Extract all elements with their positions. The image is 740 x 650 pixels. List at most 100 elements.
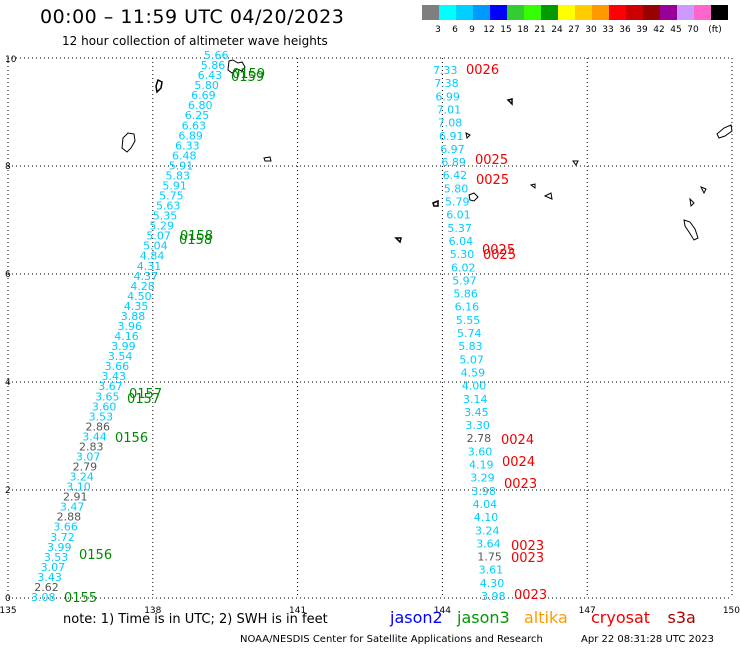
wave-height-value: 3.10 [66,481,91,494]
wave-height-value: 4.10 [474,511,499,524]
island-coastline [227,59,246,74]
track-time-label: 0025 [483,248,516,263]
wave-height-value: 4.59 [461,366,486,379]
color-scale-label: 36 [619,25,631,35]
wave-height-value: 5.83 [458,340,483,353]
wave-height-value: 6.02 [451,261,476,274]
island-coastline [465,132,471,140]
wave-height-value: 3.53 [89,410,114,423]
wave-height-value: 3.99 [47,541,72,554]
track-time-label: 0155 [64,591,97,606]
wave-height-value: 3.43 [37,571,62,584]
lat-lon-grid [7,57,733,599]
wave-height-value: 5.75 [159,190,184,203]
wave-height-value: 5.91 [169,159,194,172]
wave-height-value: 5.07 [459,353,484,366]
color-scale-label: 12 [483,25,495,35]
color-scale-label: 70 [687,25,699,35]
island-coastline [432,199,439,207]
latitude-label: 8 [5,162,11,172]
wave-height-value: 7.01 [437,103,462,116]
wave-height-value: 5.79 [445,196,470,209]
latitude-label: 2 [5,486,11,496]
wave-height-value: 5.07 [146,230,171,243]
island-coastline [263,156,272,162]
color-scale-swatch [694,5,711,20]
color-scale-unit: (ft) [708,25,722,35]
island-coastline [529,183,536,189]
track-time-label: 0158 [179,233,212,248]
wave-height-value: 5.80 [194,79,219,92]
island-coastline [716,124,733,139]
wave-height-value: 6.42 [443,169,468,182]
color-scale-swatch [541,5,558,20]
wave-height-value: 6.33 [175,139,200,152]
track-time-label: 0157 [127,392,160,407]
color-scale-swatch [473,5,490,20]
island-coastline [155,78,163,94]
color-scale-swatch [439,5,456,20]
wave-height-value: 5.63 [156,200,181,213]
wave-height-value: 2.91 [63,491,87,504]
generation-timestamp: Apr 22 08:31:28 UTC 2023 [581,634,714,645]
wave-height-value: 3.64 [476,537,501,550]
longitude-label: 150 [723,606,740,616]
wave-height-value: 4.50 [127,290,152,303]
color-scale-label: 45 [670,25,682,35]
wave-height-value: 3.07 [76,450,101,463]
color-scale-swatch [711,5,728,20]
wave-height-value: 4.37 [134,270,159,283]
color-scale-swatch [592,5,609,20]
longitude-label: 144 [434,606,451,616]
color-scale-swatch [609,5,626,20]
wave-height-value: 3.60 [92,400,117,413]
color-scale-label: 15 [500,25,512,35]
longitude-label: 138 [144,606,161,616]
latitude-label: 6 [5,270,11,280]
track-time-label: 0023 [514,588,547,603]
wave-height-value: 4.16 [114,330,139,343]
color-scale-label: 30 [585,25,597,35]
wave-height-value: 7.38 [434,77,459,90]
wave-height-value: 3.24 [475,524,500,537]
island-coastline [543,192,553,200]
wave-height-value: 5.29 [150,220,175,233]
color-scale-label: 6 [452,25,458,35]
wave-height-value: 6.91 [439,130,464,143]
wave-height-value: 2.83 [79,440,104,453]
wave-height-value: 3.60 [468,445,493,458]
track-time-label: 0023 [504,477,537,492]
wave-height-value: 3.98 [471,485,496,498]
wave-height-value: 5.30 [450,248,475,261]
wave-height-value: 3.14 [463,393,488,406]
track-time-label: 0025 [482,243,515,258]
wave-height-value: 4.84 [140,250,165,263]
wave-height-value: 3.54 [108,350,133,363]
wave-height-value: 6.99 [435,90,460,103]
satellite-name: jason3 [457,608,510,627]
track-time-label: 0024 [501,433,534,448]
wave-height-value: 5.04 [143,240,168,253]
track-time-label: 0159 [231,70,264,85]
page-title: 00:00 – 11:59 UTC 04/20/2023 [40,6,345,28]
wave-height-value: 2.86 [85,420,110,433]
color-scale-swatch [456,5,473,20]
wave-height-value: 5.37 [447,222,472,235]
wave-height-value: 6.63 [182,119,207,132]
island-coastline [699,186,707,195]
wave-height-value: 5.86 [453,288,478,301]
track-time-label: 0023 [511,551,544,566]
footer-note: note: 1) Time is in UTC; 2) SWH is in fe… [63,612,328,627]
wave-height-value: 6.04 [449,235,474,248]
wave-height-value: 6.01 [446,209,471,222]
satellite-name: s3a [667,608,696,627]
latitude-label: 0 [5,594,11,604]
wave-height-value: 3.24 [69,471,94,484]
color-scale-label: 3 [435,25,441,35]
wave-height-value: 5.74 [457,327,482,340]
page-subtitle: 12 hour collection of altimeter wave hei… [62,34,328,48]
wave-height-value: 6.89 [178,129,203,142]
wave-height-value: 5.83 [166,169,191,182]
satellite-name: altika [524,608,568,627]
